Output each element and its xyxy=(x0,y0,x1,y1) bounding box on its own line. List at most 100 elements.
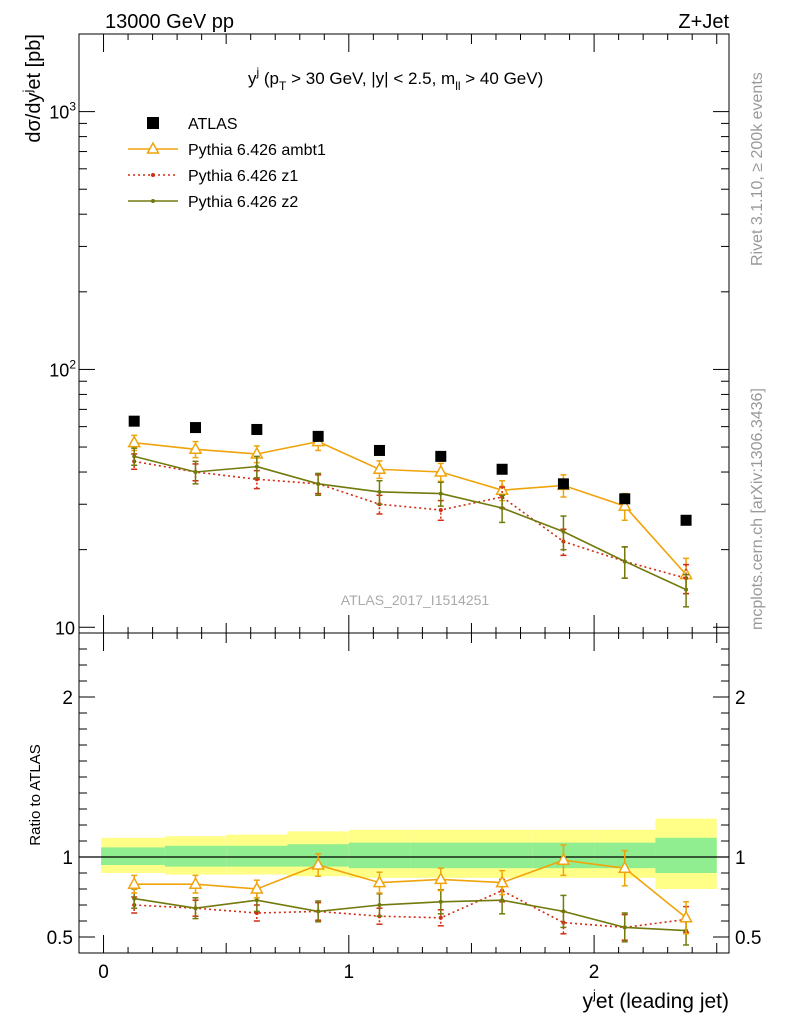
data-point-z2 xyxy=(193,470,198,475)
x-axis-label: yjet (leading jet) xyxy=(583,987,729,1013)
data-point-z2 xyxy=(254,464,259,469)
data-point-atlas xyxy=(373,444,385,456)
data-point-ambt1 xyxy=(250,881,264,894)
data-point-z2 xyxy=(500,898,505,903)
ratio-y-label: Ratio to ATLAS xyxy=(27,744,44,845)
ratio-y-tick-label-left: 1 xyxy=(62,848,73,869)
data-point-atlas xyxy=(496,463,508,475)
data-point-z2 xyxy=(684,587,689,592)
data-point-z2 xyxy=(193,906,198,911)
y-tick-label: 10 xyxy=(55,618,75,638)
legend-label: Pythia 6.426 z2 xyxy=(188,194,298,211)
title-pt-sub: T xyxy=(279,79,287,93)
title-var: y xyxy=(248,69,257,88)
band-inner xyxy=(655,837,717,873)
y-tick-label: 102 xyxy=(49,357,76,380)
data-point-ambt1 xyxy=(556,852,571,865)
ylabel-b: et [pb] xyxy=(23,34,45,90)
data-point-ambt1 xyxy=(127,435,141,448)
header-right: Z+Jet xyxy=(678,11,729,33)
series-line-pythia-6-426-z1 xyxy=(134,889,687,929)
ratio-y-tick-label-right: 0.5 xyxy=(735,928,761,949)
data-point-z2 xyxy=(561,909,566,914)
title-var-sup: j xyxy=(256,65,260,79)
data-point-z2 xyxy=(622,559,627,564)
main-series-layer xyxy=(127,415,693,608)
header-left: 13000 GeV pp xyxy=(105,11,234,33)
series-line-pythia-6-426-ambt1 xyxy=(134,440,687,576)
data-point-ambt1 xyxy=(495,482,509,495)
legend-marker-atlas xyxy=(147,117,159,129)
data-point-atlas xyxy=(128,415,140,427)
data-point-ambt1 xyxy=(372,875,387,888)
ratio-y-tick-label-right: 1 xyxy=(735,848,746,869)
plot-title: yj (pT > 30 GeV, |y| < 2.5, mll > 40 GeV… xyxy=(248,65,543,93)
data-point-z2 xyxy=(377,903,382,907)
data-point-atlas xyxy=(435,450,447,462)
series-line-pythia-6-426-ambt1 xyxy=(134,859,687,919)
data-point-z2 xyxy=(561,529,566,534)
title-mid: > 30 GeV, |y| < 2.5, m xyxy=(286,69,455,88)
ratio-series-layer xyxy=(79,818,729,946)
title-m-sub: ll xyxy=(455,79,460,93)
series-line-pythia-6-426-z2 xyxy=(134,897,687,932)
band-inner xyxy=(101,847,165,865)
x-tick-label: 2 xyxy=(589,962,600,983)
data-point-ambt1 xyxy=(434,871,448,885)
x-tick-label: 1 xyxy=(344,962,355,983)
data-point-ambt1 xyxy=(311,857,325,870)
title-close: > 40 GeV) xyxy=(461,69,544,88)
xlabel-a: y xyxy=(583,990,594,1013)
main-y-label: dσ/dyjet [pb] xyxy=(20,34,45,143)
data-point-ambt1 xyxy=(372,461,387,475)
data-point-atlas xyxy=(680,514,692,526)
x-tick-label: 0 xyxy=(98,962,109,983)
side-label-top: Rivet 3.1.10, ≥ 200k events xyxy=(749,72,766,266)
legend-label: ATLAS xyxy=(188,116,238,133)
ratio-y-tick-label-left: 2 xyxy=(62,688,73,709)
series-line-pythia-6-426-z2 xyxy=(134,455,687,591)
xlabel-sup: j xyxy=(592,987,596,1002)
xlabel-b: et (leading jet) xyxy=(596,990,729,1013)
data-point-z2 xyxy=(500,506,505,511)
data-point-ambt1 xyxy=(188,876,203,889)
data-point-ambt1 xyxy=(617,498,632,511)
watermark: ATLAS_2017_I1514251 xyxy=(341,592,490,608)
data-point-atlas xyxy=(251,423,263,435)
data-point-atlas xyxy=(557,478,569,490)
data-point-atlas xyxy=(619,493,631,505)
ratio-panel: 0.5 0.5 1 1 2 2 0 1 2 Ratio to ATLAS yjet (leadi… xyxy=(27,632,761,1013)
band-inner xyxy=(348,842,411,869)
data-point-z2 xyxy=(377,489,382,494)
data-point-ambt1 xyxy=(127,876,141,889)
ylabel-sup: j xyxy=(20,90,35,94)
band-inner xyxy=(410,842,472,869)
ratio-axis-ticks: 0.5 0.5 1 1 2 2 0 1 2 xyxy=(47,633,761,983)
data-point-z2 xyxy=(132,454,137,459)
data-point-atlas xyxy=(190,422,202,434)
data-point-ambt1 xyxy=(679,910,693,923)
band-inner xyxy=(471,842,533,869)
data-point-z2 xyxy=(316,909,321,914)
data-point-ambt1 xyxy=(434,464,448,477)
side-label-bottom: mcplots.cern.ch [arXiv:1306.3436] xyxy=(749,388,766,630)
series-line-pythia-6-426-z1 xyxy=(134,460,687,579)
data-point-z1 xyxy=(438,507,443,512)
legend: ATLAS Pythia 6.426 ambt1 Pythia 6.426 z1 Py… xyxy=(128,116,326,211)
data-point-z2 xyxy=(316,481,321,486)
legend-marker-ambt1 xyxy=(146,141,160,154)
y-tick-label: 103 xyxy=(49,100,76,123)
data-point-z2 xyxy=(132,896,137,901)
data-point-ambt1 xyxy=(495,875,509,888)
data-point-ambt1 xyxy=(188,441,203,455)
main-axis-ticks: 10 102 103 xyxy=(49,33,729,638)
data-point-z1 xyxy=(438,915,443,920)
ratio-y-tick-label-left: 0.5 xyxy=(47,928,73,949)
ratio-y-tick-label-right: 2 xyxy=(735,688,746,709)
legend-label: Pythia 6.426 z1 xyxy=(188,168,298,185)
band-inner xyxy=(164,845,227,867)
data-point-z2 xyxy=(622,925,627,930)
legend-label: Pythia 6.426 ambt1 xyxy=(188,142,326,159)
legend-marker xyxy=(151,199,155,203)
